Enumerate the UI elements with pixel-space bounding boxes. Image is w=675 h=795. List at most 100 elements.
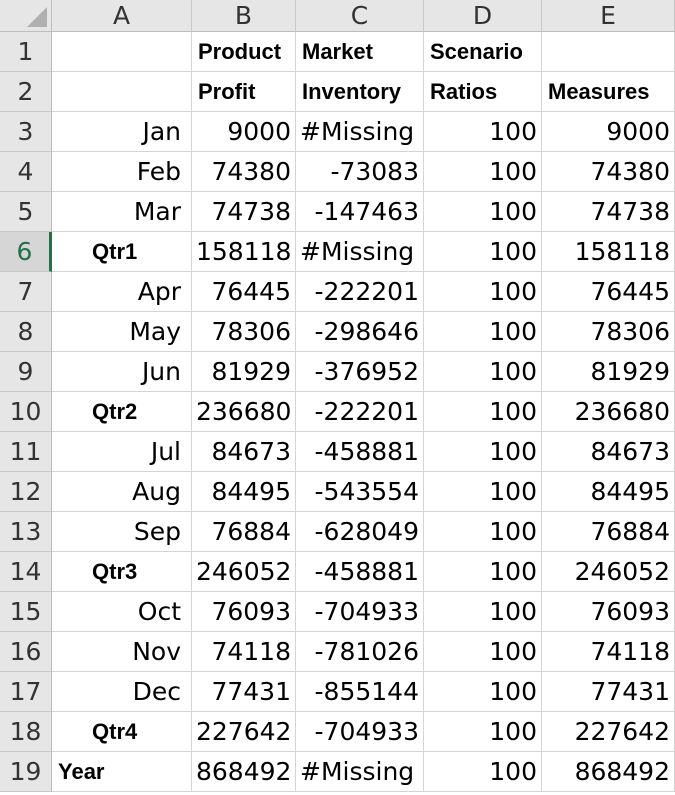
- row-header-17[interactable]: 17: [0, 672, 52, 712]
- cell-e5[interactable]: 74738: [542, 192, 675, 232]
- cell-c16[interactable]: -781026: [296, 632, 424, 672]
- cell-e14[interactable]: 246052: [542, 552, 675, 592]
- cell-e19[interactable]: 868492: [542, 752, 675, 792]
- cell-a4[interactable]: Feb: [52, 152, 192, 192]
- cell-a7[interactable]: Apr: [52, 272, 192, 312]
- cell-e15[interactable]: 76093: [542, 592, 675, 632]
- row-header-7[interactable]: 7: [0, 272, 52, 312]
- row-header-6[interactable]: 6: [0, 232, 52, 272]
- row-header-16[interactable]: 16: [0, 632, 52, 672]
- cell-b15[interactable]: 76093: [192, 592, 296, 632]
- cell-c3[interactable]: #Missing: [296, 112, 424, 152]
- cell-e18[interactable]: 227642: [542, 712, 675, 752]
- cell-d18[interactable]: 100: [424, 712, 542, 752]
- cell-d19[interactable]: 100: [424, 752, 542, 792]
- row-header-5[interactable]: 5: [0, 192, 52, 232]
- cell-a14[interactable]: Qtr3: [52, 552, 192, 592]
- cell-d2[interactable]: Ratios: [424, 72, 542, 112]
- cell-c9[interactable]: -376952: [296, 352, 424, 392]
- cell-a13[interactable]: Sep: [52, 512, 192, 552]
- cell-b11[interactable]: 84673: [192, 432, 296, 472]
- cell-e12[interactable]: 84495: [542, 472, 675, 512]
- cell-c18[interactable]: -704933: [296, 712, 424, 752]
- cell-b4[interactable]: 74380: [192, 152, 296, 192]
- cell-d10[interactable]: 100: [424, 392, 542, 432]
- cell-c13[interactable]: -628049: [296, 512, 424, 552]
- row-header-15[interactable]: 15: [0, 592, 52, 632]
- cell-b12[interactable]: 84495: [192, 472, 296, 512]
- cell-a10[interactable]: Qtr2: [52, 392, 192, 432]
- cell-b13[interactable]: 76884: [192, 512, 296, 552]
- cell-c7[interactable]: -222201: [296, 272, 424, 312]
- cell-e1[interactable]: [542, 32, 675, 72]
- row-header-3[interactable]: 3: [0, 112, 52, 152]
- column-header-c[interactable]: C: [296, 0, 424, 32]
- cell-a8[interactable]: May: [52, 312, 192, 352]
- cell-d13[interactable]: 100: [424, 512, 542, 552]
- cell-d7[interactable]: 100: [424, 272, 542, 312]
- cell-d11[interactable]: 100: [424, 432, 542, 472]
- cell-b16[interactable]: 74118: [192, 632, 296, 672]
- row-header-19[interactable]: 19: [0, 752, 52, 792]
- cell-a5[interactable]: Mar: [52, 192, 192, 232]
- cell-e10[interactable]: 236680: [542, 392, 675, 432]
- cell-b18[interactable]: 227642: [192, 712, 296, 752]
- cell-e6[interactable]: 158118: [542, 232, 675, 272]
- cell-a17[interactable]: Dec: [52, 672, 192, 712]
- cell-b8[interactable]: 78306: [192, 312, 296, 352]
- column-header-b[interactable]: B: [192, 0, 296, 32]
- cell-b14[interactable]: 246052: [192, 552, 296, 592]
- cell-d5[interactable]: 100: [424, 192, 542, 232]
- cell-d16[interactable]: 100: [424, 632, 542, 672]
- cell-e3[interactable]: 9000: [542, 112, 675, 152]
- cell-a12[interactable]: Aug: [52, 472, 192, 512]
- cell-c19[interactable]: #Missing: [296, 752, 424, 792]
- cell-c10[interactable]: -222201: [296, 392, 424, 432]
- select-all-corner[interactable]: [0, 0, 52, 32]
- cell-c11[interactable]: -458881: [296, 432, 424, 472]
- cell-a9[interactable]: Jun: [52, 352, 192, 392]
- cell-b6[interactable]: 158118: [192, 232, 296, 272]
- row-header-4[interactable]: 4: [0, 152, 52, 192]
- row-header-1[interactable]: 1: [0, 32, 52, 72]
- cell-b9[interactable]: 81929: [192, 352, 296, 392]
- row-header-12[interactable]: 12: [0, 472, 52, 512]
- column-header-e[interactable]: E: [542, 0, 675, 32]
- row-header-18[interactable]: 18: [0, 712, 52, 752]
- row-header-13[interactable]: 13: [0, 512, 52, 552]
- column-header-a[interactable]: A: [52, 0, 192, 32]
- row-header-8[interactable]: 8: [0, 312, 52, 352]
- cell-b10[interactable]: 236680: [192, 392, 296, 432]
- cell-b2[interactable]: Profit: [192, 72, 296, 112]
- row-header-14[interactable]: 14: [0, 552, 52, 592]
- cell-c14[interactable]: -458881: [296, 552, 424, 592]
- cell-d4[interactable]: 100: [424, 152, 542, 192]
- row-header-2[interactable]: 2: [0, 72, 52, 112]
- cell-a18[interactable]: Qtr4: [52, 712, 192, 752]
- cell-c15[interactable]: -704933: [296, 592, 424, 632]
- cell-e4[interactable]: 74380: [542, 152, 675, 192]
- cell-a16[interactable]: Nov: [52, 632, 192, 672]
- cell-d17[interactable]: 100: [424, 672, 542, 712]
- cell-a11[interactable]: Jul: [52, 432, 192, 472]
- cell-a19[interactable]: Year: [52, 752, 192, 792]
- cell-c8[interactable]: -298646: [296, 312, 424, 352]
- cell-d1[interactable]: Scenario: [424, 32, 542, 72]
- row-header-10[interactable]: 10: [0, 392, 52, 432]
- cell-d12[interactable]: 100: [424, 472, 542, 512]
- cell-a6[interactable]: Qtr1: [52, 232, 192, 272]
- cell-e8[interactable]: 78306: [542, 312, 675, 352]
- cell-b3[interactable]: 9000: [192, 112, 296, 152]
- cell-b7[interactable]: 76445: [192, 272, 296, 312]
- cell-d15[interactable]: 100: [424, 592, 542, 632]
- cell-d6[interactable]: 100: [424, 232, 542, 272]
- cell-e16[interactable]: 74118: [542, 632, 675, 672]
- cell-c4[interactable]: -73083: [296, 152, 424, 192]
- cell-d14[interactable]: 100: [424, 552, 542, 592]
- cell-a1[interactable]: [52, 32, 192, 72]
- row-header-11[interactable]: 11: [0, 432, 52, 472]
- cell-a15[interactable]: Oct: [52, 592, 192, 632]
- cell-b5[interactable]: 74738: [192, 192, 296, 232]
- cell-e7[interactable]: 76445: [542, 272, 675, 312]
- cell-e13[interactable]: 76884: [542, 512, 675, 552]
